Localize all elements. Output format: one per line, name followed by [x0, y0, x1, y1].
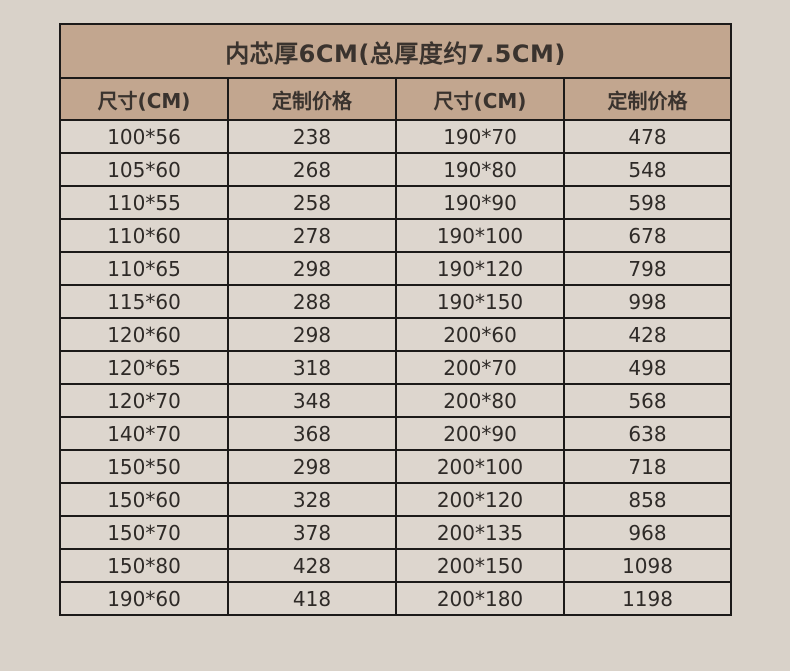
table-row: 150*50 298 200*100 718	[59, 449, 733, 484]
cell-price-right: 568	[562, 383, 733, 418]
cell-price-right: 678	[562, 218, 733, 253]
cell-size-left: 115*60	[59, 284, 229, 319]
table-title-row: 内芯厚6CM(总厚度约7.5CM)	[58, 23, 733, 79]
cell-price-left: 298	[227, 317, 397, 352]
cell-price-right: 1198	[562, 581, 733, 616]
cell-size-left: 150*80	[59, 548, 229, 583]
table-row: 150*80 428 200*150 1098	[59, 548, 733, 583]
cell-size-left: 120*65	[59, 350, 229, 385]
cell-price-right: 478	[562, 119, 733, 154]
header-price-left: 定制价格	[227, 77, 397, 121]
cell-size-left: 105*60	[59, 152, 229, 187]
table-row: 140*70 368 200*90 638	[59, 416, 733, 451]
cell-price-left: 418	[227, 581, 397, 616]
cell-size-left: 100*56	[59, 119, 229, 154]
cell-size-left: 110*65	[59, 251, 229, 286]
cell-size-left: 150*60	[59, 482, 229, 517]
table-title: 内芯厚6CM(总厚度约7.5CM)	[58, 23, 733, 79]
cell-price-right: 598	[562, 185, 733, 220]
cell-price-left: 298	[227, 251, 397, 286]
cell-size-right: 190*100	[395, 218, 565, 253]
cell-size-right: 200*120	[395, 482, 565, 517]
cell-size-left: 120*70	[59, 383, 229, 418]
table-row: 110*55 258 190*90 598	[59, 185, 733, 220]
cell-size-right: 200*150	[395, 548, 565, 583]
table-body: 100*56 238 190*70 478 105*60 268 190*80 548 110*…	[59, 119, 733, 616]
cell-size-left: 140*70	[59, 416, 229, 451]
price-table-container: 内芯厚6CM(总厚度约7.5CM) 尺寸(CM) 定制价格 尺寸(CM) 定制价…	[58, 23, 733, 616]
table-row: 150*60 328 200*120 858	[59, 482, 733, 517]
table-row: 100*56 238 190*70 478	[59, 119, 733, 154]
cell-size-left: 150*70	[59, 515, 229, 550]
table-row: 110*65 298 190*120 798	[59, 251, 733, 286]
table-row: 120*60 298 200*60 428	[59, 317, 733, 352]
cell-price-right: 638	[562, 416, 733, 451]
cell-size-right: 190*70	[395, 119, 565, 154]
table-row: 120*65 318 200*70 498	[59, 350, 733, 385]
price-table: 内芯厚6CM(总厚度约7.5CM) 尺寸(CM) 定制价格 尺寸(CM) 定制价…	[58, 23, 733, 616]
cell-size-right: 200*90	[395, 416, 565, 451]
table-row: 120*70 348 200*80 568	[59, 383, 733, 418]
cell-size-right: 190*150	[395, 284, 565, 319]
cell-size-right: 190*120	[395, 251, 565, 286]
cell-price-left: 298	[227, 449, 397, 484]
cell-price-left: 288	[227, 284, 397, 319]
cell-size-right: 190*80	[395, 152, 565, 187]
table-header-row: 尺寸(CM) 定制价格 尺寸(CM) 定制价格	[59, 77, 733, 121]
cell-size-right: 190*90	[395, 185, 565, 220]
table-row: 110*60 278 190*100 678	[59, 218, 733, 253]
cell-size-right: 200*135	[395, 515, 565, 550]
cell-size-left: 190*60	[59, 581, 229, 616]
cell-price-left: 318	[227, 350, 397, 385]
cell-price-right: 1098	[562, 548, 733, 583]
table-row: 105*60 268 190*80 548	[59, 152, 733, 187]
cell-price-left: 328	[227, 482, 397, 517]
table-row: 115*60 288 190*150 998	[59, 284, 733, 319]
header-size-right: 尺寸(CM)	[395, 77, 565, 121]
table-row: 150*70 378 200*135 968	[59, 515, 733, 550]
cell-price-left: 368	[227, 416, 397, 451]
cell-price-right: 428	[562, 317, 733, 352]
cell-size-right: 200*60	[395, 317, 565, 352]
cell-price-left: 348	[227, 383, 397, 418]
cell-price-right: 798	[562, 251, 733, 286]
cell-price-right: 718	[562, 449, 733, 484]
cell-price-right: 998	[562, 284, 733, 319]
cell-size-left: 120*60	[59, 317, 229, 352]
cell-price-left: 278	[227, 218, 397, 253]
cell-price-left: 428	[227, 548, 397, 583]
cell-size-left: 110*55	[59, 185, 229, 220]
cell-price-right: 968	[562, 515, 733, 550]
cell-price-right: 548	[562, 152, 733, 187]
cell-size-right: 200*80	[395, 383, 565, 418]
cell-price-left: 378	[227, 515, 397, 550]
table-row: 190*60 418 200*180 1198	[59, 581, 733, 616]
cell-size-right: 200*70	[395, 350, 565, 385]
cell-size-left: 150*50	[59, 449, 229, 484]
cell-price-left: 238	[227, 119, 397, 154]
cell-size-right: 200*100	[395, 449, 565, 484]
header-price-right: 定制价格	[562, 77, 733, 121]
cell-size-left: 110*60	[59, 218, 229, 253]
cell-price-left: 258	[227, 185, 397, 220]
cell-price-right: 858	[562, 482, 733, 517]
header-size-left: 尺寸(CM)	[59, 77, 229, 121]
cell-size-right: 200*180	[395, 581, 565, 616]
cell-price-left: 268	[227, 152, 397, 187]
cell-price-right: 498	[562, 350, 733, 385]
